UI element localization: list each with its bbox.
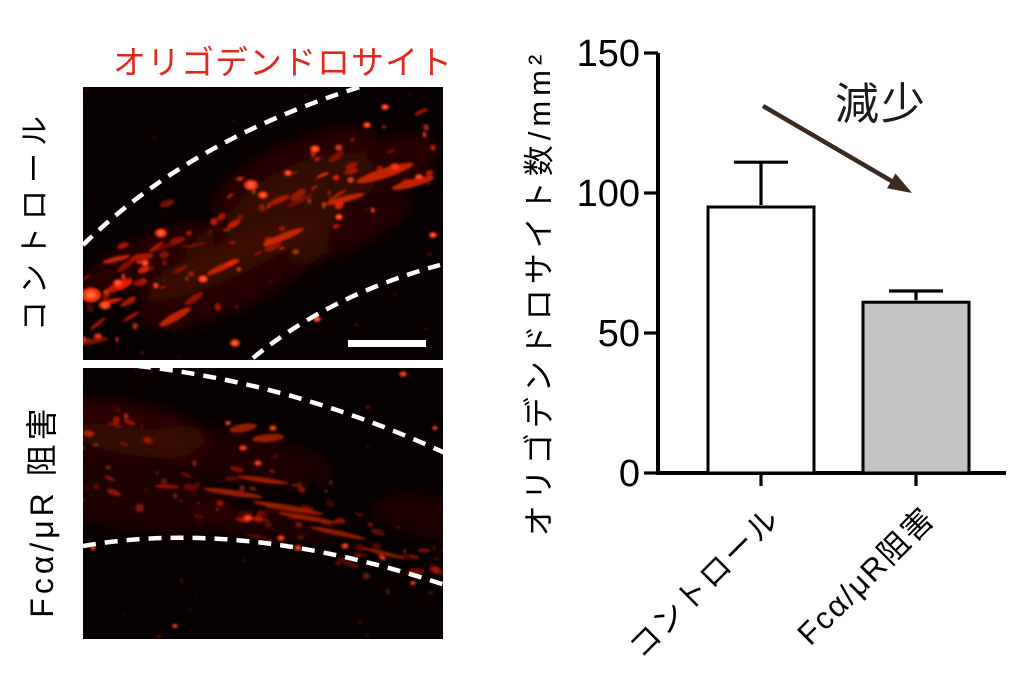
y-tick-label: 50	[598, 313, 640, 355]
y-tick-label: 100	[577, 173, 640, 215]
fluorescence-signal	[83, 369, 443, 639]
x-tick-label-control: コントロール	[622, 500, 787, 665]
decrease-annotation: 減少	[835, 80, 927, 129]
decrease-arrow-head	[886, 173, 912, 193]
bar-inhibition	[861, 300, 971, 475]
micrograph-column-title: オリゴデンドロサイト	[113, 44, 453, 81]
decrease-arrow-shaft	[761, 104, 899, 187]
y-tick-label: 0	[619, 453, 640, 495]
fluorescence-signal	[83, 89, 437, 360]
y-tick-label: 150	[577, 33, 640, 75]
tissue-boundary-dashed-line	[83, 535, 443, 587]
fluorescence-haze	[83, 395, 443, 544]
x-tick-label-inhibition: Fcα/μR阻害	[790, 500, 941, 651]
tissue-boundary-dashed-line	[83, 87, 361, 247]
tissue-boundary-dashed-line	[137, 368, 443, 455]
micrograph-inhibition	[83, 368, 443, 639]
y-axis-label: オリゴデンドロサイト数/mm²	[522, 49, 557, 537]
bar-control	[706, 205, 816, 475]
scale-bar	[348, 340, 426, 347]
tissue-boundary-dashed-line	[251, 262, 441, 360]
micrograph-control	[83, 87, 443, 360]
